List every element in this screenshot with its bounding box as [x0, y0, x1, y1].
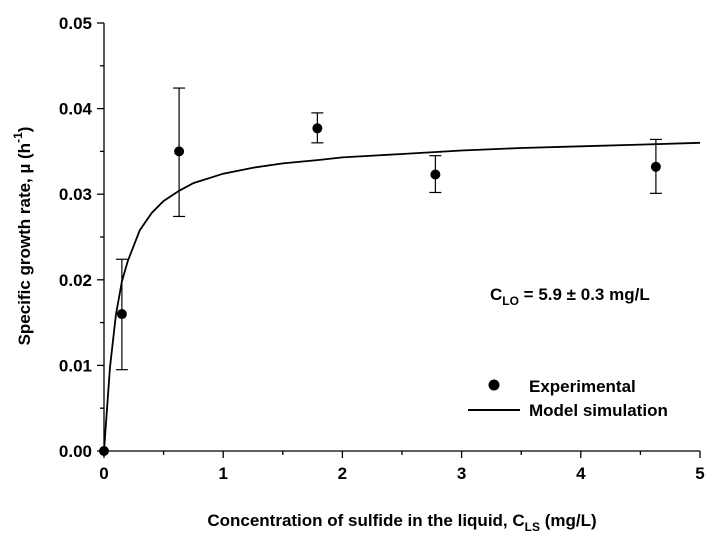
- y-tick-label: 0.05: [59, 14, 92, 33]
- legend-marker-experimental: [488, 379, 500, 391]
- annotation-rest: = 5.9 ± 0.3 mg/L: [519, 285, 650, 304]
- x-tick-label: 1: [218, 464, 227, 483]
- y-tick-label: 0.02: [59, 271, 92, 290]
- x-tick-label: 5: [695, 464, 704, 483]
- data-point: [650, 161, 661, 172]
- legend: Experimental Model simulation: [468, 377, 668, 420]
- legend-label-model: Model simulation: [529, 401, 668, 420]
- x-axis-label-sub: LS: [525, 520, 540, 534]
- data-point: [116, 309, 127, 320]
- x-tick-label: 3: [457, 464, 466, 483]
- annotation: CLO = 5.9 ± 0.3 mg/L: [490, 285, 650, 308]
- y-tick-label: 0.04: [59, 100, 93, 119]
- y-axis-label: Specific growth rate, µ (h-1): [11, 127, 34, 346]
- y-axis-label-sup: -1: [11, 132, 25, 143]
- x-tick-label: 0: [99, 464, 108, 483]
- data-point: [312, 123, 323, 134]
- y-tick-label: 0.03: [59, 185, 92, 204]
- y-tick-label: 0.01: [59, 356, 92, 375]
- y-tick-label: 0.00: [59, 442, 92, 461]
- x-axis-label: Concentration of sulfide in the liquid, …: [207, 511, 596, 534]
- annotation-sub: LO: [502, 294, 519, 308]
- y-axis-label-suffix: ): [15, 127, 34, 133]
- plot-area: 0.00 0.01 0.02 0.03 0.04 0.05 0 1 2 3 4 5: [59, 14, 705, 483]
- x-axis-label-text: Concentration of sulfide in the liquid, …: [207, 511, 524, 530]
- x-tick-label: 2: [338, 464, 347, 483]
- x-axis-label-suffix: (mg/L): [540, 511, 597, 530]
- model-simulation-line: [103, 141, 701, 452]
- data-point: [99, 446, 109, 456]
- annotation-main: C: [490, 285, 502, 304]
- y-axis-label-text: Specific growth rate, µ (h: [15, 143, 34, 346]
- data-point: [430, 169, 441, 180]
- data-point: [174, 146, 185, 157]
- legend-label-experimental: Experimental: [529, 377, 636, 396]
- x-tick-label: 4: [576, 464, 586, 483]
